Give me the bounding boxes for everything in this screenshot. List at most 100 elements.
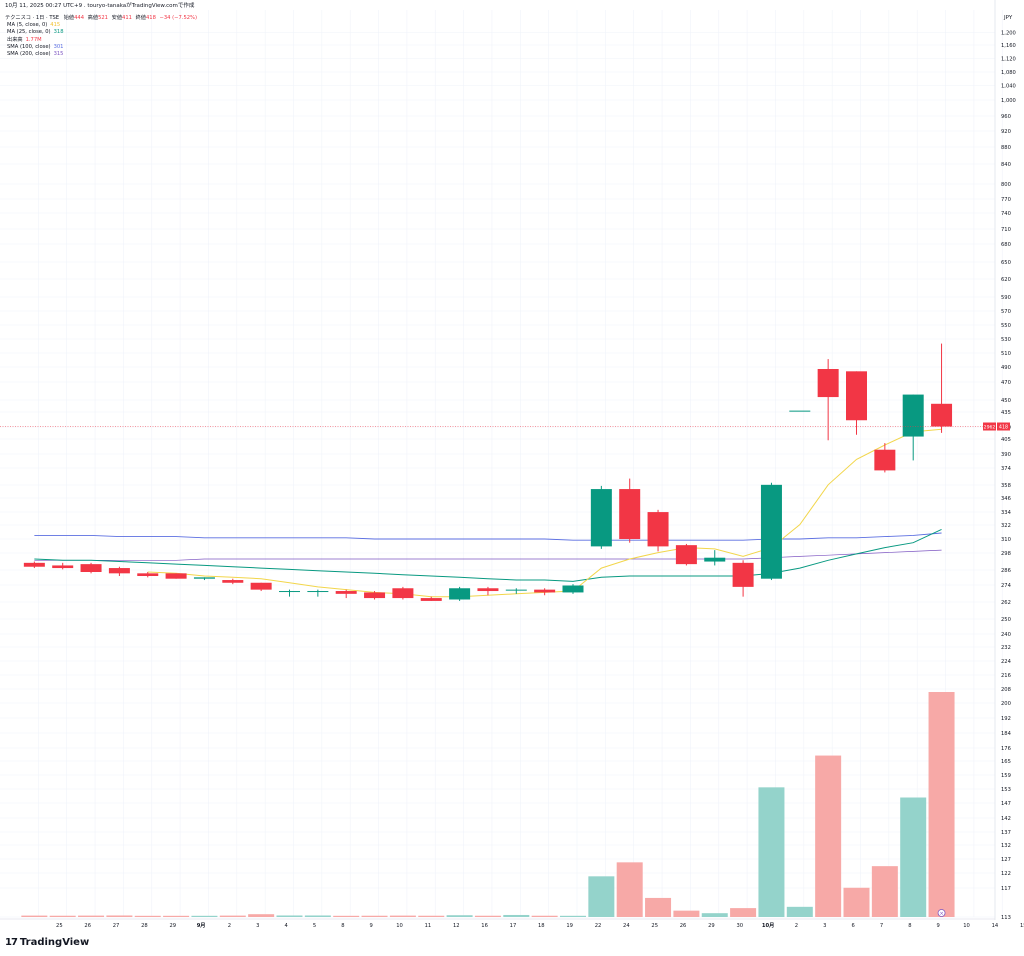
price-tick-label: 298 bbox=[1001, 551, 1011, 557]
time-tick-label: 3 bbox=[823, 923, 826, 929]
time-tick-label: 14 bbox=[992, 923, 999, 929]
price-tick-label: 322 bbox=[1001, 523, 1011, 529]
time-tick-label: 11 bbox=[425, 923, 432, 929]
sma100-line bbox=[34, 532, 942, 541]
candle-body bbox=[590, 489, 612, 547]
ma25-line bbox=[34, 528, 942, 582]
candle-body bbox=[392, 588, 414, 599]
volume-bar bbox=[673, 910, 700, 917]
price-tick-label: 192 bbox=[1001, 716, 1011, 722]
volume-bar bbox=[786, 906, 813, 917]
time-tick-label: 2 bbox=[795, 923, 798, 929]
candle-body bbox=[279, 591, 300, 593]
volume-bar bbox=[389, 915, 416, 917]
candle-body bbox=[505, 589, 527, 591]
volume-bar bbox=[163, 915, 190, 917]
volume-bar bbox=[588, 876, 615, 917]
price-tick-label: 122 bbox=[1001, 871, 1011, 877]
indicator-lines bbox=[34, 428, 942, 598]
volume-bar bbox=[758, 787, 785, 917]
legend-sma100[interactable]: SMA (100, close) 301 bbox=[7, 44, 197, 51]
price-tick-label: 1,120 bbox=[1001, 57, 1016, 63]
legend-ma5[interactable]: MA (5, close, 0) 415 bbox=[7, 22, 197, 29]
price-tick-label: 240 bbox=[1001, 632, 1011, 638]
candle-body bbox=[222, 580, 244, 583]
close-label: 終値 bbox=[135, 15, 146, 21]
volume-bar bbox=[815, 755, 842, 917]
time-tick-label: 3 bbox=[256, 923, 259, 929]
volume-bar bbox=[503, 914, 530, 917]
chart-caption: 10月 11, 2025 00:27 UTC+9 . touryo-tanaka… bbox=[5, 3, 195, 9]
volume-bar bbox=[418, 915, 445, 917]
legend-volume[interactable]: 出来高 1.77M bbox=[7, 37, 197, 44]
chart-legend: テクニスコ · 1日 · TSE 始値444 高値521 安値411 終値418… bbox=[5, 15, 197, 58]
price-tick-label: 740 bbox=[1001, 211, 1011, 217]
volume-bar bbox=[49, 915, 76, 917]
legend-sma100-label: SMA (100, close) bbox=[7, 43, 51, 50]
tradingview-brand[interactable]: 17 TradingView bbox=[5, 937, 89, 948]
legend-sma100-value: 301 bbox=[53, 43, 64, 50]
candle-body bbox=[902, 394, 924, 437]
price-tick-label: 405 bbox=[1001, 437, 1011, 443]
price-tick-label: 153 bbox=[1001, 787, 1011, 793]
price-tick-label: 184 bbox=[1001, 731, 1012, 737]
sma200-line bbox=[34, 549, 942, 561]
time-tick-label: 10 bbox=[963, 923, 970, 929]
candle-body bbox=[732, 562, 754, 587]
low-value: 411 bbox=[122, 15, 132, 21]
volume-bar bbox=[106, 915, 133, 917]
time-tick-label: 28 bbox=[141, 923, 148, 929]
price-tick-label: 710 bbox=[1001, 227, 1011, 233]
candle-body bbox=[193, 577, 215, 579]
volume-bar bbox=[645, 897, 672, 917]
price-tick-label: 262 bbox=[1001, 600, 1011, 606]
candle-body bbox=[647, 512, 669, 547]
volume-bars bbox=[21, 692, 955, 917]
last-price-badge-right bbox=[997, 422, 1010, 431]
volume-bar bbox=[928, 692, 955, 917]
time-tick-label: 9月 bbox=[197, 921, 206, 929]
candle-body bbox=[250, 582, 272, 590]
legend-ma25[interactable]: MA (25, close, 0) 318 bbox=[7, 29, 197, 36]
last-price-badge-left bbox=[983, 422, 996, 431]
chart-grid bbox=[0, 10, 1003, 918]
time-tick-label: 26 bbox=[680, 923, 687, 929]
last-price-badge-right-text: 418 bbox=[999, 425, 1008, 431]
candle-body bbox=[420, 598, 442, 601]
price-axis[interactable]: 1,200 1,160 1,120 1,080 1,040 1,000 960 920 880 8… bbox=[994, 0, 1016, 921]
price-tick-label: 1,040 bbox=[1001, 84, 1016, 90]
price-tick-label: 650 bbox=[1001, 260, 1011, 266]
price-tick-label: 960 bbox=[1001, 114, 1011, 120]
price-tick-label: 358 bbox=[1001, 483, 1011, 489]
price-tick-label: 200 bbox=[1001, 701, 1011, 707]
symbol-ohlc-row: テクニスコ · 1日 · TSE 始値444 高値521 安値411 終値418… bbox=[5, 15, 197, 22]
time-tick-label: 2 bbox=[228, 923, 231, 929]
time-tick-label: 29 bbox=[169, 923, 176, 929]
volume-bar bbox=[560, 915, 586, 917]
volume-bar bbox=[361, 915, 388, 917]
event-marker-icon bbox=[937, 909, 946, 917]
legend-volume-label: 出来高 bbox=[7, 36, 23, 43]
volume-bar bbox=[191, 915, 218, 917]
time-tick-label: 10 bbox=[396, 923, 403, 929]
price-tick-label: 159 bbox=[1001, 773, 1011, 779]
time-tick-label: 22 bbox=[595, 923, 602, 929]
price-tick-label: 208 bbox=[1001, 687, 1011, 693]
time-tick-label: 6 bbox=[851, 923, 854, 929]
price-tick-label: 620 bbox=[1001, 277, 1011, 283]
price-tick-label: 176 bbox=[1001, 746, 1011, 752]
volume-bar bbox=[531, 915, 558, 917]
high-value: 521 bbox=[98, 15, 108, 21]
candle-body bbox=[23, 562, 45, 567]
price-tick-label: 920 bbox=[1001, 129, 1011, 135]
legend-sma200[interactable]: SMA (200, close) 315 bbox=[7, 51, 197, 58]
volume-bar bbox=[730, 908, 757, 917]
volume-bar bbox=[78, 915, 105, 917]
volume-bar bbox=[248, 914, 275, 917]
price-tick-label: 530 bbox=[1001, 337, 1011, 343]
price-tick-label: 132 bbox=[1001, 843, 1011, 849]
candle-body bbox=[80, 564, 102, 573]
time-axis[interactable]: 25 26 27 28 29 9月 2 3 4 5 8 9 10 11 12 16 17 18 19 22 24 25 26… bbox=[0, 918, 1024, 929]
time-tick-label: 24 bbox=[623, 923, 630, 929]
